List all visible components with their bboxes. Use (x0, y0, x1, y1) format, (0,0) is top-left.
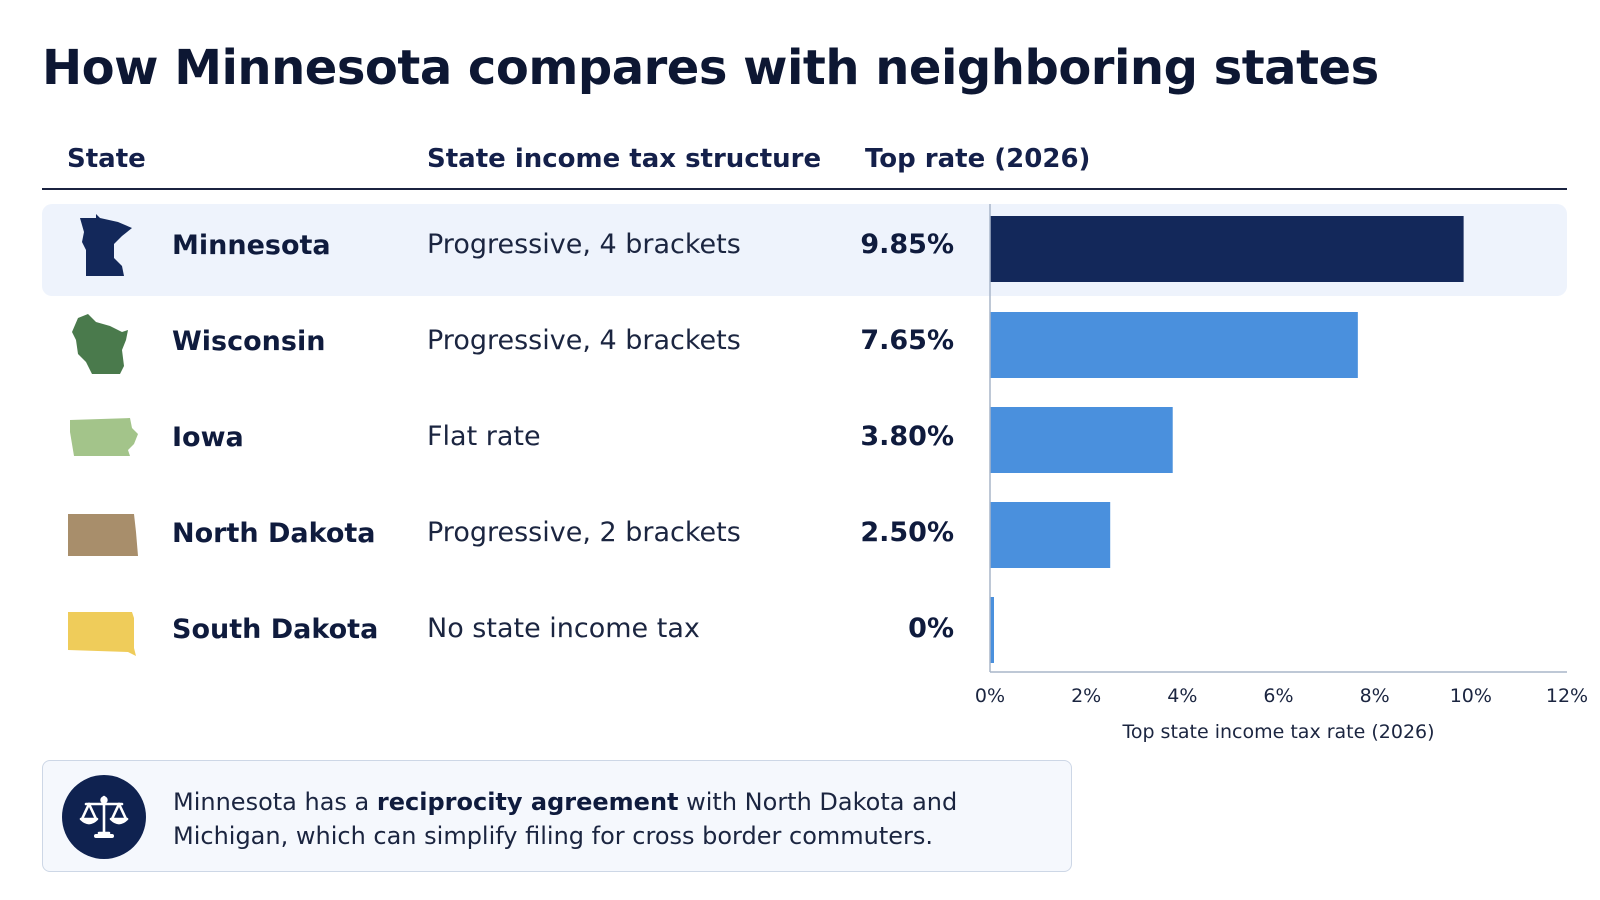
reciprocity-callout: Minnesota has a reciprocity agreement wi… (42, 760, 1072, 872)
table-row-south-dakota: South Dakota No state income tax 0% (42, 584, 982, 676)
bar-iowa (990, 407, 1173, 473)
state-name: Wisconsin (172, 326, 326, 357)
south-dakota-outline-icon (68, 612, 136, 656)
x-tick-label: 8% (1360, 685, 1390, 707)
minnesota-outline-icon (80, 214, 132, 276)
state-name: Iowa (172, 422, 244, 453)
iowa-outline-icon (70, 418, 138, 456)
x-tick-label: 10% (1450, 685, 1492, 707)
column-header-state: State (67, 144, 146, 174)
column-header-rate: Top rate (2026) (865, 144, 1091, 174)
tax-structure: Flat rate (427, 421, 541, 452)
callout-text: Minnesota has a reciprocity agreement wi… (173, 785, 1053, 853)
top-rate: 9.85% (860, 229, 954, 260)
tax-structure: Progressive, 4 brackets (427, 229, 741, 260)
callout-text-bold: reciprocity agreement (376, 788, 679, 816)
tax-structure: No state income tax (427, 613, 700, 644)
table-row-wisconsin: Wisconsin Progressive, 4 brackets 7.65% (42, 296, 982, 388)
column-header-structure: State income tax structure (427, 144, 822, 174)
tax-structure: Progressive, 2 brackets (427, 517, 741, 548)
table-row-minnesota: Minnesota Progressive, 4 brackets 9.85% (42, 200, 982, 292)
tax-structure: Progressive, 4 brackets (427, 325, 741, 356)
bar-wisconsin (990, 312, 1358, 378)
state-name: Minnesota (172, 230, 331, 261)
x-tick-label: 12% (1546, 685, 1588, 707)
x-tick-label: 2% (1071, 685, 1101, 707)
x-axis-label: Top state income tax rate (2026) (1121, 721, 1434, 743)
table-header: State State income tax structure Top rat… (42, 130, 1567, 190)
x-tick-label: 6% (1263, 685, 1293, 707)
callout-text-start: Minnesota has a (173, 788, 377, 816)
top-rate: 2.50% (860, 517, 954, 548)
bar-north-dakota (990, 502, 1111, 568)
bar-south-dakota (990, 597, 994, 663)
callout-text-end: with North Dakota and Michigan, which ca… (173, 788, 958, 850)
table-row-north-dakota: North Dakota Progressive, 2 brackets 2.5… (42, 488, 982, 580)
state-name: North Dakota (172, 518, 376, 549)
top-rate: 3.80% (860, 421, 954, 452)
state-name: South Dakota (172, 614, 379, 645)
top-rate: 0% (908, 613, 954, 644)
table-row-iowa: Iowa Flat rate 3.80% (42, 392, 982, 484)
wisconsin-outline-icon (72, 314, 128, 374)
page-title: How Minnesota compares with neighboring … (42, 40, 1379, 96)
bar-minnesota (990, 216, 1464, 282)
x-tick-label: 0% (975, 685, 1005, 707)
x-tick-label: 4% (1167, 685, 1197, 707)
north-dakota-outline-icon (68, 514, 138, 556)
scales-of-justice-icon (62, 775, 146, 859)
top-rate: 7.65% (860, 325, 954, 356)
